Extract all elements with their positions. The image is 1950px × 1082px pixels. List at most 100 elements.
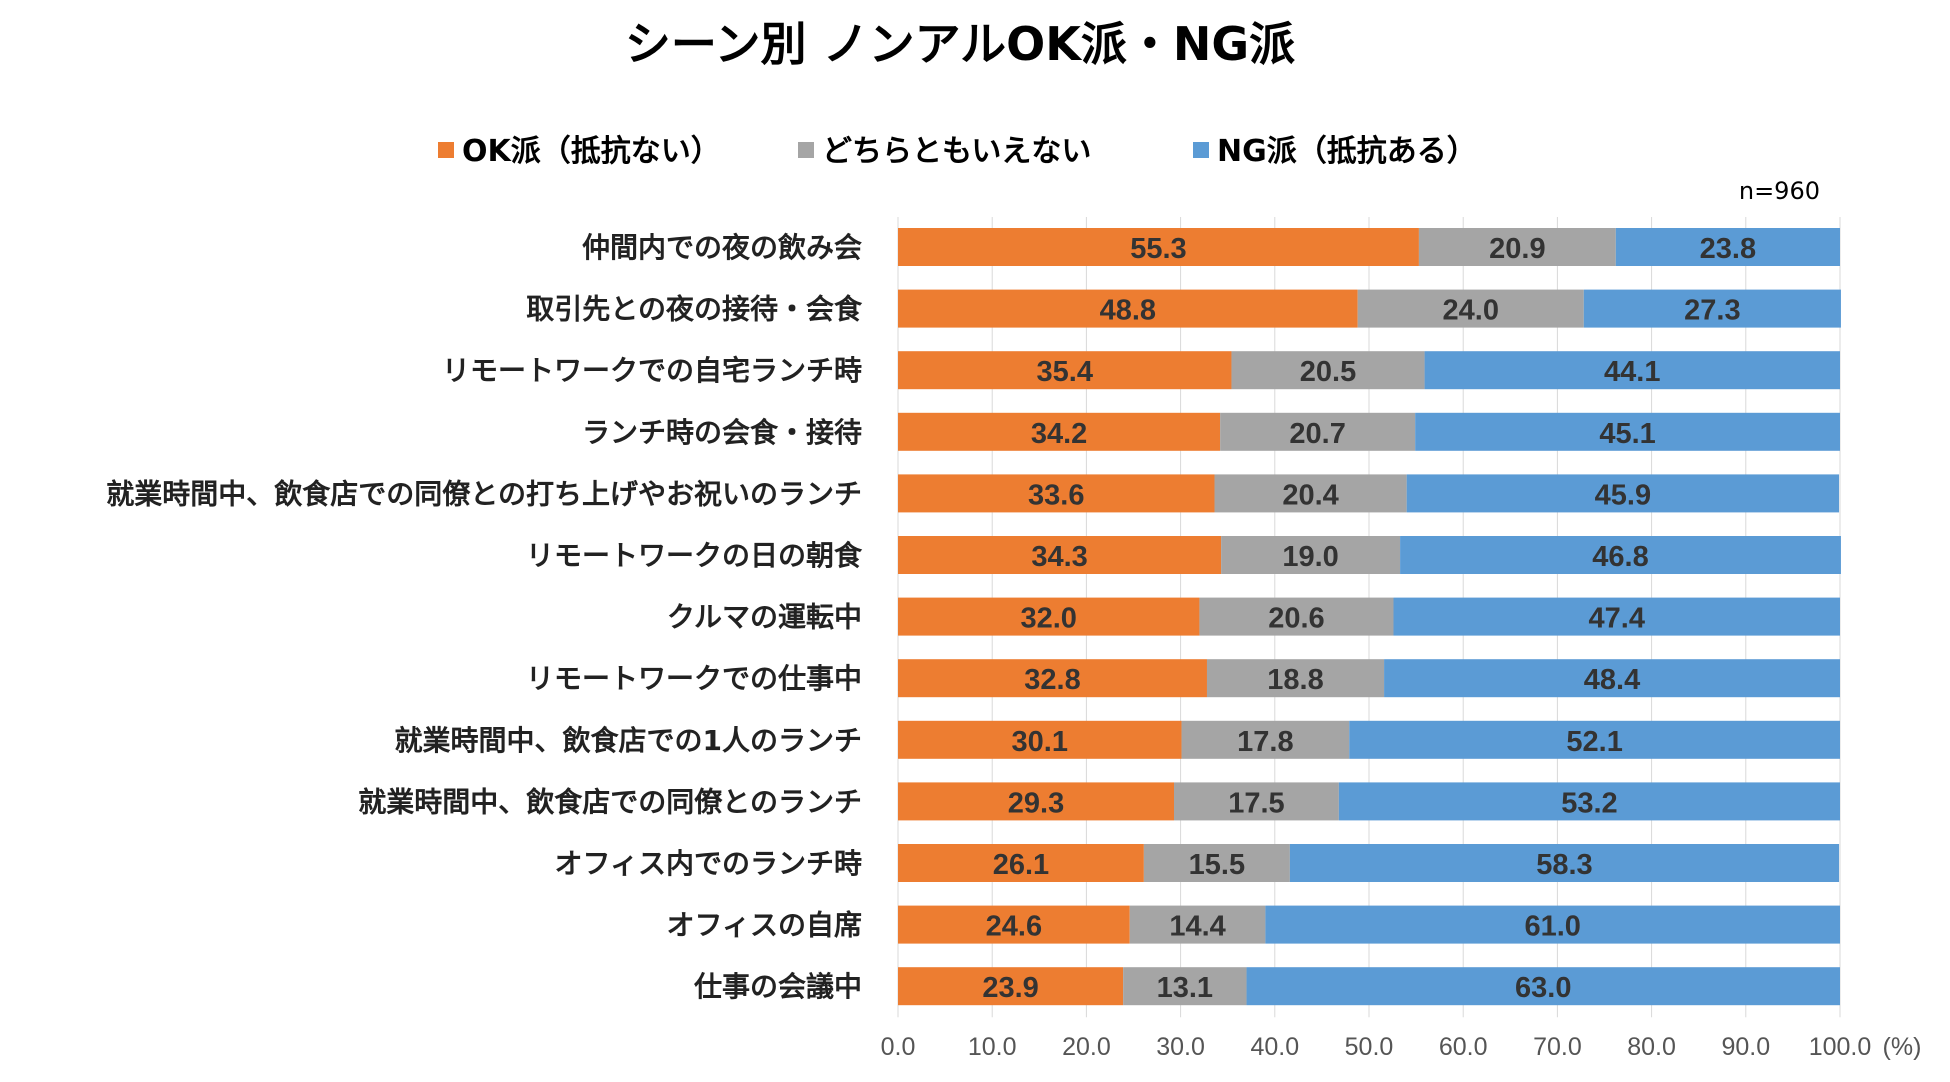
- bar-2-12: [1246, 967, 1840, 1006]
- bar-value-1-11: 14.4: [1169, 911, 1225, 943]
- x-tick-label-6: 60.0: [1439, 1033, 1488, 1061]
- bar-value-2-5: 46.8: [1592, 541, 1648, 573]
- bar-1-6: [1199, 597, 1394, 636]
- legend-label-1: どちらともいえない: [822, 134, 1091, 169]
- bar-value-2-10: 58.3: [1536, 849, 1592, 881]
- legend: OK派（抵抗ない） どちらともいえない NG派（抵抗ある）: [438, 134, 1477, 169]
- bar-0-7: [898, 659, 1207, 698]
- bar-value-0-7: 32.8: [1024, 664, 1080, 696]
- bar-2-2: [1424, 351, 1840, 390]
- x-tick-label-0: 0.0: [881, 1033, 916, 1061]
- bar-value-0-0: 55.3: [1130, 233, 1186, 265]
- bar-value-0-12: 23.9: [982, 972, 1038, 1004]
- bar-2-10: [1289, 844, 1840, 882]
- category-label-1: 取引先との夜の接待・会食: [526, 293, 863, 326]
- legend-label-0: OK派（抵抗ない）: [462, 134, 721, 169]
- bar-1-4: [1214, 474, 1407, 513]
- bar-value-2-8: 52.1: [1566, 726, 1622, 758]
- x-tick-label-4: 40.0: [1250, 1033, 1299, 1061]
- bar-2-3: [1415, 412, 1840, 451]
- bar-2-6: [1393, 597, 1840, 636]
- bar-2-9: [1338, 782, 1840, 821]
- bar-1-2: [1231, 351, 1425, 390]
- legend-swatch-1: [798, 142, 814, 158]
- category-labels: 仲間内での夜の飲み会取引先との夜の接待・会食リモートワークでの自宅ランチ時ランチ…: [106, 231, 863, 1003]
- bar-0-6: [898, 597, 1200, 636]
- legend-label-2: NG派（抵抗ある）: [1217, 134, 1477, 169]
- bar-1-11: [1129, 905, 1266, 944]
- bar-value-2-9: 53.2: [1561, 787, 1617, 819]
- x-tick-label-10: 100.0: [1809, 1033, 1872, 1061]
- chart-title: シーン別 ノンアルOK派・NG派: [625, 17, 1295, 71]
- category-label-12: 仕事の会議中: [693, 970, 862, 1003]
- category-label-10: オフィス内でのランチ時: [555, 847, 862, 880]
- bar-value-1-5: 19.0: [1282, 541, 1338, 573]
- bar-2-5: [1400, 536, 1841, 574]
- x-tick-label-9: 90.0: [1721, 1033, 1770, 1061]
- category-label-4: 就業時間中、飲食店での同僚との打ち上げやお祝いのランチ: [106, 477, 862, 510]
- bar-value-0-8: 30.1: [1012, 726, 1068, 758]
- bar-1-5: [1221, 536, 1401, 574]
- bar-value-2-6: 47.4: [1589, 603, 1645, 635]
- category-label-8: 就業時間中、飲食店での1人のランチ: [395, 724, 862, 757]
- bar-value-0-11: 24.6: [986, 911, 1042, 943]
- bar-value-2-4: 45.9: [1595, 479, 1651, 511]
- x-tick-label-7: 70.0: [1533, 1033, 1582, 1061]
- x-axis: 0.0 10.0 20.0 30.0 40.0 50.0 60.0 70.0 80.0 90.0 1…: [881, 1033, 1872, 1061]
- bar-value-0-10: 26.1: [993, 849, 1049, 881]
- bar-value-1-3: 20.7: [1289, 418, 1345, 450]
- legend-swatch-0: [438, 142, 454, 158]
- category-label-2: リモートワークでの自宅ランチ時: [442, 354, 862, 387]
- bar-value-1-10: 15.5: [1189, 849, 1245, 881]
- bar-labels: 55.3 20.9 23.8 48.8 24.0 27.3 35.4 20.5 44.1 34.2…: [982, 233, 1756, 1004]
- bars: [898, 228, 1841, 1006]
- category-label-7: リモートワークでの仕事中: [526, 662, 862, 695]
- bar-2-8: [1349, 720, 1840, 759]
- bar-value-1-9: 17.5: [1228, 787, 1284, 819]
- bar-0-9: [898, 782, 1175, 821]
- bar-1-10: [1143, 844, 1290, 882]
- category-label-0: 仲間内での夜の飲み会: [582, 231, 862, 264]
- category-label-6: クルマの運転中: [667, 601, 862, 634]
- bar-1-8: [1181, 720, 1350, 759]
- bar-value-2-1: 27.3: [1684, 295, 1740, 327]
- bar-2-1: [1583, 289, 1841, 328]
- bar-value-2-12: 63.0: [1515, 972, 1571, 1004]
- bar-2-4: [1406, 474, 1840, 513]
- bar-0-3: [898, 412, 1221, 451]
- category-label-11: オフィスの自席: [667, 909, 862, 942]
- x-tick-label-1: 10.0: [968, 1033, 1017, 1061]
- bar-0-1: [898, 289, 1358, 328]
- bar-value-2-11: 61.0: [1524, 911, 1580, 943]
- bar-value-1-0: 20.9: [1489, 233, 1545, 265]
- bar-value-0-6: 32.0: [1020, 603, 1076, 635]
- bar-0-4: [898, 474, 1215, 513]
- bar-value-0-3: 34.2: [1031, 418, 1087, 450]
- bar-0-8: [898, 720, 1182, 759]
- x-tick-label-8: 80.0: [1627, 1033, 1676, 1061]
- bar-value-1-1: 24.0: [1443, 295, 1499, 327]
- bar-value-2-3: 45.1: [1599, 418, 1655, 450]
- bar-1-0: [1418, 228, 1616, 266]
- bar-value-1-12: 13.1: [1157, 972, 1213, 1004]
- sample-size-note: n=960: [1739, 177, 1820, 205]
- bar-value-1-7: 18.8: [1267, 664, 1323, 696]
- bar-value-0-5: 34.3: [1031, 541, 1087, 573]
- bar-value-0-1: 48.8: [1100, 295, 1156, 327]
- bar-1-7: [1206, 659, 1385, 698]
- bar-1-1: [1357, 289, 1584, 328]
- bar-value-0-4: 33.6: [1028, 479, 1084, 511]
- bar-2-0: [1615, 228, 1840, 266]
- x-tick-label-5: 50.0: [1345, 1033, 1394, 1061]
- bar-2-11: [1265, 905, 1840, 944]
- x-tick-label-2: 20.0: [1062, 1033, 1111, 1061]
- bar-value-2-7: 48.4: [1584, 664, 1640, 696]
- legend-swatch-2: [1193, 142, 1209, 158]
- bar-value-1-6: 20.6: [1268, 603, 1324, 635]
- bar-value-2-2: 44.1: [1604, 356, 1660, 388]
- bar-value-1-8: 17.8: [1237, 726, 1293, 758]
- bar-value-1-2: 20.5: [1300, 356, 1356, 388]
- bar-value-2-0: 23.8: [1700, 233, 1756, 265]
- x-tick-label-3: 30.0: [1156, 1033, 1205, 1061]
